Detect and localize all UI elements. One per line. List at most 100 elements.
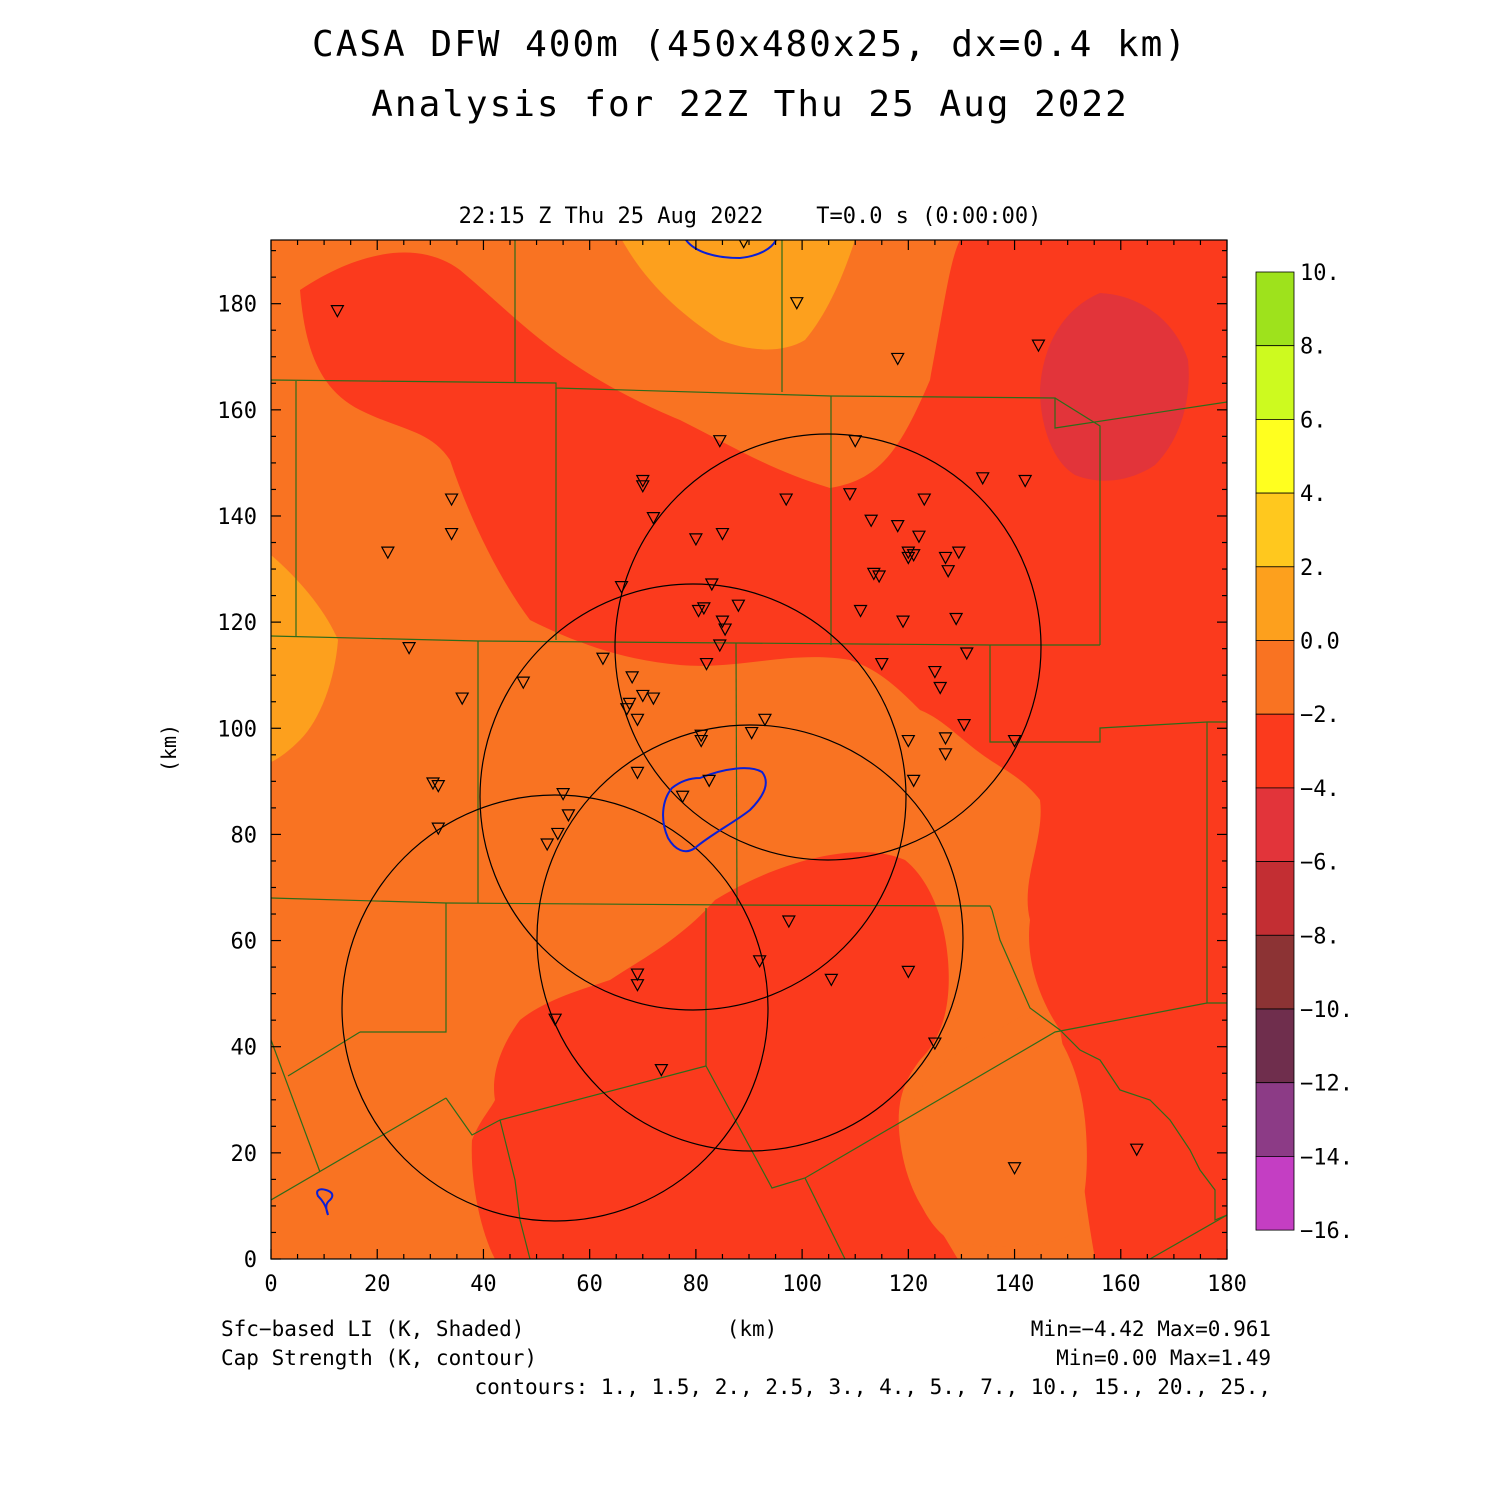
radar-ring-se: [536, 724, 964, 1152]
y-axis-label: (km): [157, 724, 181, 772]
colorbar-swatch: [1255, 713, 1295, 789]
station-marker: [896, 615, 911, 629]
colorbar-swatch: [1255, 861, 1295, 936]
station-marker: [941, 565, 956, 578]
station-marker: [872, 570, 887, 584]
station-marker: [630, 713, 645, 727]
x-tick-label: 140: [995, 1272, 1035, 1297]
station-marker: [864, 514, 879, 528]
y-tick-label: 0: [244, 1248, 257, 1273]
x-tick-label: 160: [1101, 1272, 1141, 1297]
y-tick-label: 120: [217, 611, 257, 636]
colorbar-label: −12.: [1300, 1072, 1353, 1097]
station-marker: [380, 546, 395, 560]
station-marker: [712, 639, 727, 653]
station-marker: [1007, 734, 1022, 748]
station-marker: [853, 604, 868, 618]
station-marker: [738, 240, 749, 249]
station-marker: [1031, 339, 1046, 353]
station-marker: [752, 955, 767, 969]
station-marker: [744, 726, 759, 740]
station-marker: [874, 657, 889, 671]
x-tick-label: 20: [364, 1272, 391, 1297]
station-marker: [901, 551, 916, 565]
station-marker: [949, 612, 964, 626]
y-tick-label: 40: [231, 1036, 258, 1061]
station-marker: [431, 822, 446, 836]
colorbar-swatch: [1255, 1008, 1295, 1084]
station-marker: [1018, 474, 1033, 488]
station-marker: [715, 527, 730, 541]
station-marker: [938, 748, 953, 762]
station-marker: [646, 512, 661, 525]
colorbar-label: −6.: [1300, 851, 1340, 876]
station-markers: [330, 240, 1144, 1176]
station-marker: [455, 692, 470, 706]
station-marker: [718, 623, 733, 637]
station-marker: [975, 472, 990, 486]
station-marker: [702, 774, 717, 788]
colorbar-swatch: [1255, 566, 1295, 641]
colorbar-label: 4.: [1300, 482, 1327, 507]
station-marker: [848, 435, 863, 448]
station-marker: [691, 604, 706, 618]
colorbar-swatch: [1255, 1082, 1295, 1157]
colorbar-swatch: [1255, 271, 1295, 347]
x-tick-label: 0: [264, 1272, 277, 1297]
station-marker: [630, 766, 645, 780]
station-marker: [595, 652, 610, 666]
colorbar-labels: 10. 8. 6. 4. 2. 0.0 −2. −4. −6. −8. −10. −12. −14. −1…: [1300, 261, 1353, 1244]
colorbar-swatch: [1255, 787, 1295, 863]
station-marker: [646, 692, 661, 706]
axis-ticks: [270, 240, 1228, 1260]
station-marker: [444, 527, 459, 541]
cap-contour-southwest: [316, 1188, 334, 1216]
station-marker: [561, 809, 576, 823]
colorbar-swatch: [1255, 640, 1295, 715]
y-tick-label: 100: [217, 717, 257, 742]
colorbar-swatch: [1255, 418, 1295, 494]
station-marker: [927, 1037, 942, 1051]
station-marker: [431, 780, 446, 793]
station-marker: [957, 719, 972, 732]
y-tick-label: 80: [231, 823, 258, 848]
map-title: CASA DFW 400m (450x480x25, dx=0.4 km): [312, 24, 1188, 65]
radar-ring-ne: [614, 433, 1042, 861]
station-marker: [781, 915, 796, 929]
station-marker: [619, 703, 634, 716]
station-marker: [675, 790, 690, 804]
station-marker: [890, 352, 905, 366]
x-axis-label: (km): [727, 1317, 778, 1341]
station-marker: [425, 777, 440, 791]
shaded-field-label: Sfc−based LI (K, Shaded): [221, 1317, 524, 1341]
shaded-min-max: Min=−4.42 Max=0.961: [1031, 1317, 1271, 1341]
radar-range-rings: [341, 433, 1042, 1222]
county-boundaries: [271, 240, 1227, 1259]
y-tick-label: 160: [217, 399, 257, 424]
station-marker: [906, 774, 921, 788]
colorbar-label: −10.: [1300, 998, 1353, 1023]
station-marker: [1129, 1143, 1144, 1157]
station-marker: [550, 827, 565, 841]
station-marker: [901, 734, 916, 748]
li-region-neg4-neg2-north: [300, 240, 1227, 1259]
colorbar: [1255, 271, 1295, 1231]
y-tick-label: 180: [217, 293, 257, 318]
y-tick-label: 60: [231, 930, 258, 955]
cap-contour-center: [662, 767, 767, 853]
x-tick-label: 80: [683, 1272, 710, 1297]
station-marker: [630, 968, 645, 982]
station-marker: [635, 689, 650, 703]
cap-strength-contours: [316, 240, 777, 1216]
station-marker: [635, 480, 650, 494]
x-tick-label: 180: [1207, 1272, 1247, 1297]
station-marker: [789, 297, 804, 310]
station-marker: [866, 567, 881, 581]
station-marker: [933, 681, 948, 695]
station-marker: [330, 305, 345, 318]
station-marker: [731, 599, 746, 613]
station-marker: [959, 647, 974, 661]
colorbar-label: 2.: [1300, 556, 1327, 581]
colorbar-label: 6.: [1300, 408, 1327, 433]
